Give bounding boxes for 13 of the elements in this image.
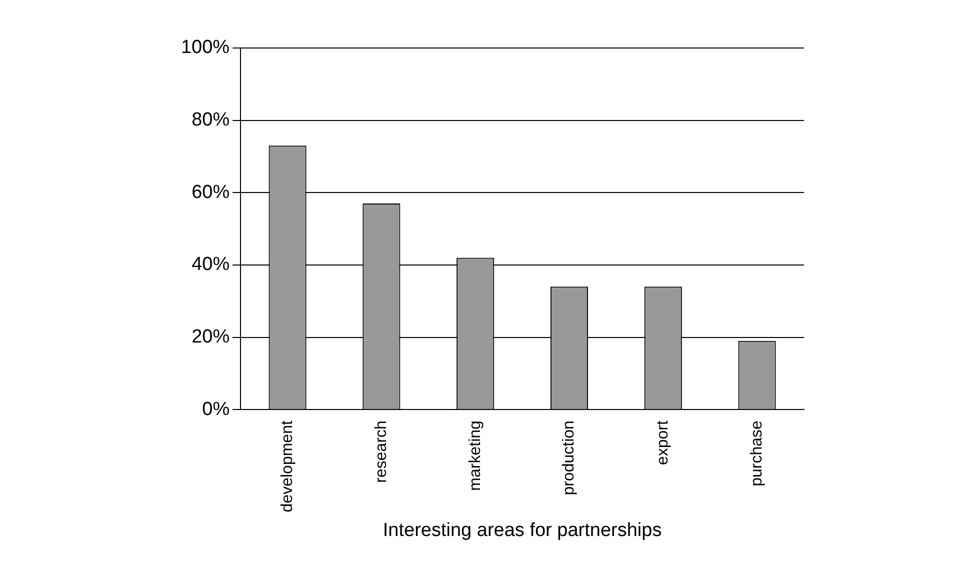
y-tick-label: 40%: [192, 254, 230, 276]
y-tick-label: 80%: [192, 110, 230, 131]
x-tick-label: purchase: [748, 420, 766, 486]
x-tick-label: development: [278, 420, 296, 512]
x-tick-label: research: [372, 420, 390, 483]
y-tick-label: 20%: [192, 326, 230, 348]
x-axis-title: Interesting areas for partnerships: [382, 520, 662, 541]
x-tick-label: production: [560, 420, 578, 496]
x-tick-label: marketing: [466, 420, 484, 491]
y-tick-label: 0%: [202, 398, 230, 420]
y-tick-label: 60%: [192, 182, 230, 203]
y-tick-label: 100%: [180, 37, 230, 58]
x-tick-label: export: [654, 420, 672, 466]
